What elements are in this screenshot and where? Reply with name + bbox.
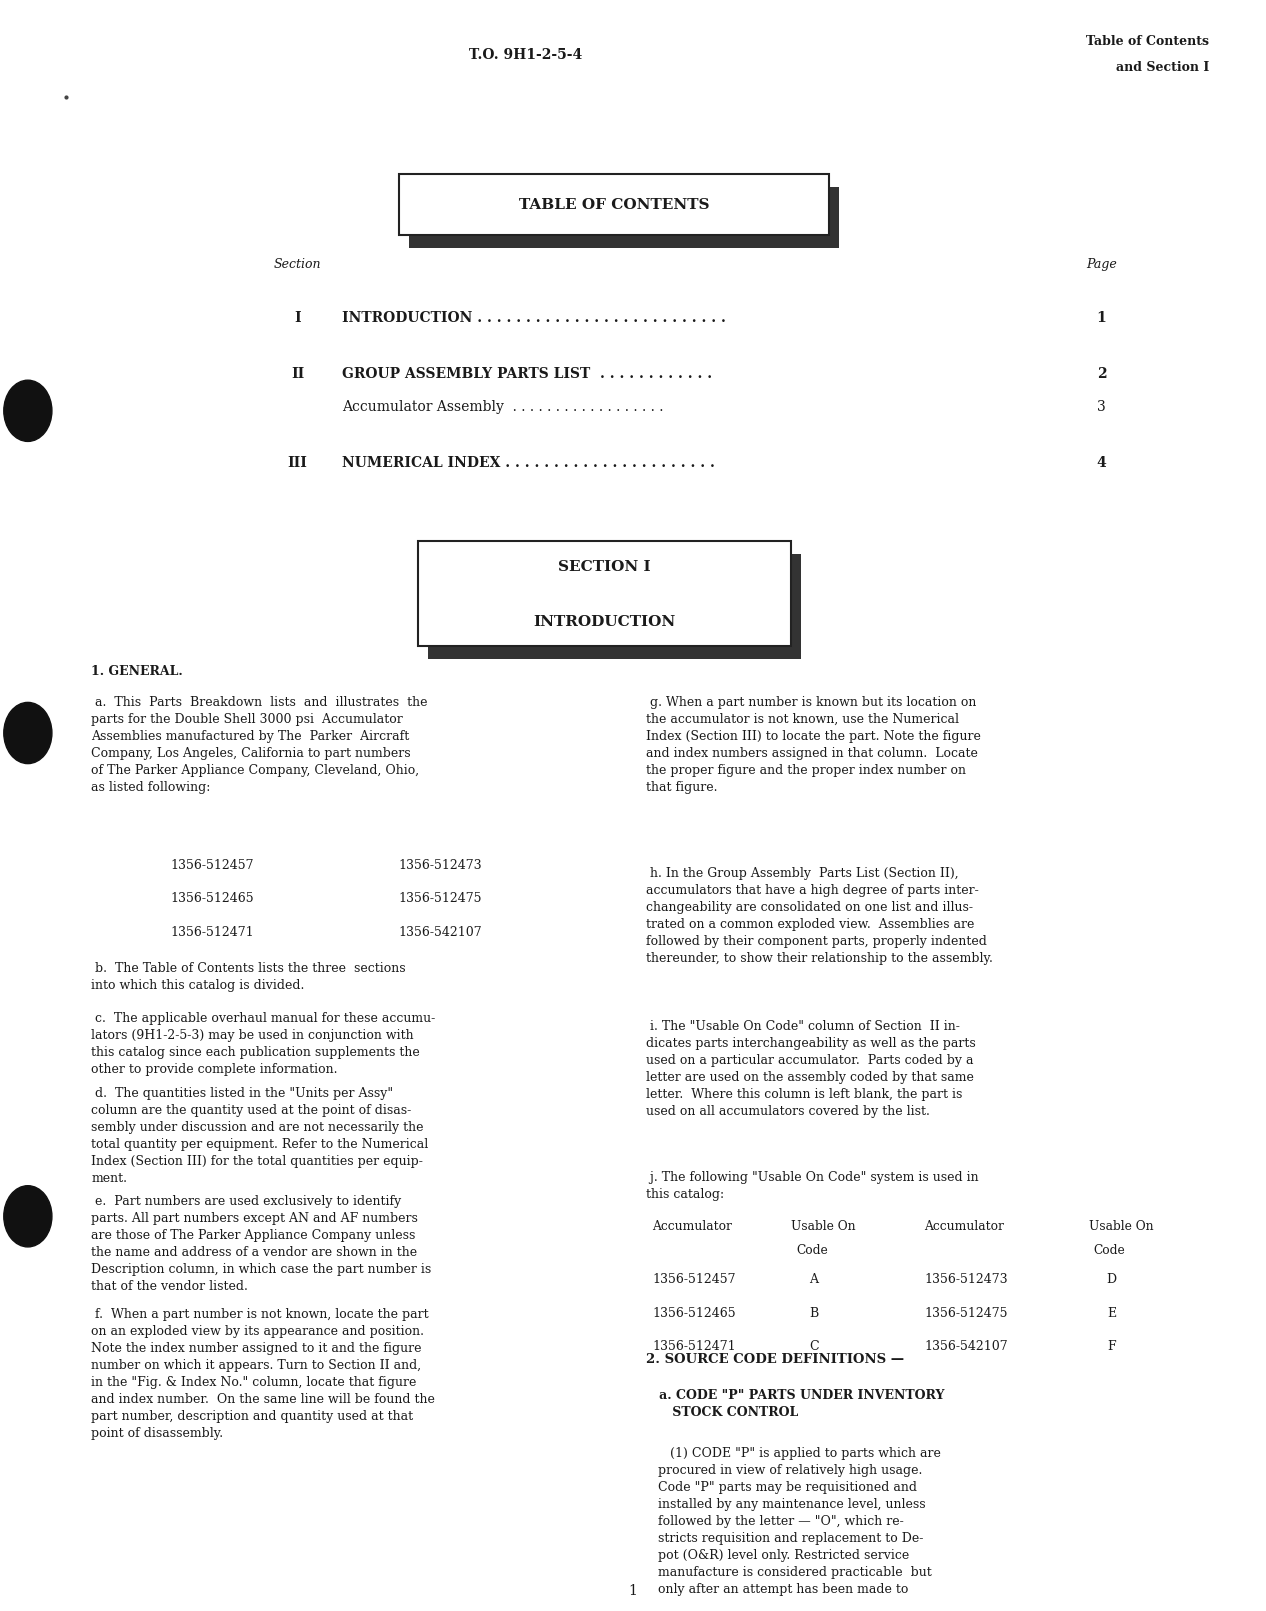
Text: g. When a part number is known but its location on
the accumulator is not known,: g. When a part number is known but its l… [646,696,981,794]
Text: Page: Page [1086,258,1117,271]
Text: E: E [1106,1307,1117,1319]
Circle shape [4,380,52,441]
Text: 4: 4 [1096,456,1106,470]
Text: 1356-542107: 1356-542107 [399,926,482,939]
Text: 2: 2 [1096,367,1106,382]
Text: A: A [809,1273,819,1286]
Text: Section: Section [273,258,322,271]
Text: F: F [1108,1340,1115,1353]
Text: c.  The applicable overhaul manual for these accumu-
lators (9H1-2-5-3) may be u: c. The applicable overhaul manual for th… [91,1012,436,1076]
Bar [409,187,839,248]
Text: 2. SOURCE CODE DEFINITIONS —: 2. SOURCE CODE DEFINITIONS — [646,1353,904,1366]
Text: SECTION I: SECTION I [558,561,651,574]
Text: GROUP ASSEMBLY PARTS LIST  . . . . . . . . . . . .: GROUP ASSEMBLY PARTS LIST . . . . . . . … [342,367,711,382]
Text: 1: 1 [628,1584,638,1598]
Text: d.  The quantities listed in the "Units per Assy"
column are the quantity used a: d. The quantities listed in the "Units p… [91,1087,428,1186]
Text: f.  When a part number is not known, locate the part
on an exploded view by its : f. When a part number is not known, loca… [91,1308,436,1440]
Text: 1356-542107: 1356-542107 [924,1340,1008,1353]
Text: a.  This  Parts  Breakdown  lists  and  illustrates  the
parts for the Double Sh: a. This Parts Breakdown lists and illust… [91,696,428,794]
Text: INTRODUCTION: INTRODUCTION [533,615,676,628]
Text: TABLE OF CONTENTS: TABLE OF CONTENTS [519,198,709,211]
Text: II: II [291,367,304,382]
Text: 1. GENERAL.: 1. GENERAL. [91,665,182,678]
Text: 1356-512457: 1356-512457 [652,1273,736,1286]
Text: h. In the Group Assembly  Parts List (Section II),
accumulators that have a high: h. In the Group Assembly Parts List (Sec… [646,867,993,965]
Text: III: III [287,456,308,470]
Text: 1356-512471: 1356-512471 [171,926,254,939]
Text: i. The "Usable On Code" column of Section  II in-
dicates parts interchangeabili: i. The "Usable On Code" column of Sectio… [646,1020,975,1118]
Text: 1356-512465: 1356-512465 [171,892,254,905]
Text: 1356-512473: 1356-512473 [924,1273,1008,1286]
Text: b.  The Table of Contents lists the three  sections
into which this catalog is d: b. The Table of Contents lists the three… [91,962,406,992]
Text: 1356-512475: 1356-512475 [924,1307,1008,1319]
Text: I: I [294,311,301,325]
Text: Accumulator: Accumulator [652,1220,732,1232]
Text: (1) CODE "P" is applied to parts which are
   procured in view of relatively hig: (1) CODE "P" is applied to parts which a… [646,1447,941,1595]
Text: 1356-512465: 1356-512465 [652,1307,736,1319]
Text: Usable On: Usable On [1089,1220,1153,1232]
Text: and Section I: and Section I [1115,61,1209,74]
Text: B: B [809,1307,819,1319]
Text: NUMERICAL INDEX . . . . . . . . . . . . . . . . . . . . . .: NUMERICAL INDEX . . . . . . . . . . . . … [342,456,715,470]
Text: Code: Code [1094,1244,1125,1257]
Text: Accumulator Assembly  . . . . . . . . . . . . . . . . . .: Accumulator Assembly . . . . . . . . . .… [342,400,663,414]
Text: 1: 1 [1096,311,1106,325]
Circle shape [4,1186,52,1247]
Bar [399,174,829,235]
Text: 1356-512473: 1356-512473 [399,859,482,872]
Text: C: C [809,1340,819,1353]
Text: 3: 3 [1098,400,1105,414]
Bar [428,554,801,659]
Text: 1356-512475: 1356-512475 [399,892,482,905]
Text: Usable On: Usable On [791,1220,856,1232]
Text: Table of Contents: Table of Contents [1086,35,1209,48]
Text: INTRODUCTION . . . . . . . . . . . . . . . . . . . . . . . . . .: INTRODUCTION . . . . . . . . . . . . . .… [342,311,725,325]
Text: Accumulator: Accumulator [924,1220,1004,1232]
Text: Code: Code [796,1244,828,1257]
Text: j. The following "Usable On Code" system is used in
this catalog:: j. The following "Usable On Code" system… [646,1171,979,1202]
Text: D: D [1106,1273,1117,1286]
Text: 1356-512471: 1356-512471 [652,1340,736,1353]
Text: T.O. 9H1-2-5-4: T.O. 9H1-2-5-4 [468,48,582,63]
Text: a. CODE "P" PARTS UNDER INVENTORY
      STOCK CONTROL: a. CODE "P" PARTS UNDER INVENTORY STOCK … [646,1389,944,1419]
Circle shape [4,702,52,764]
Text: e.  Part numbers are used exclusively to identify
parts. All part numbers except: e. Part numbers are used exclusively to … [91,1195,432,1294]
Bar [418,541,791,646]
Text: 1356-512457: 1356-512457 [171,859,254,872]
